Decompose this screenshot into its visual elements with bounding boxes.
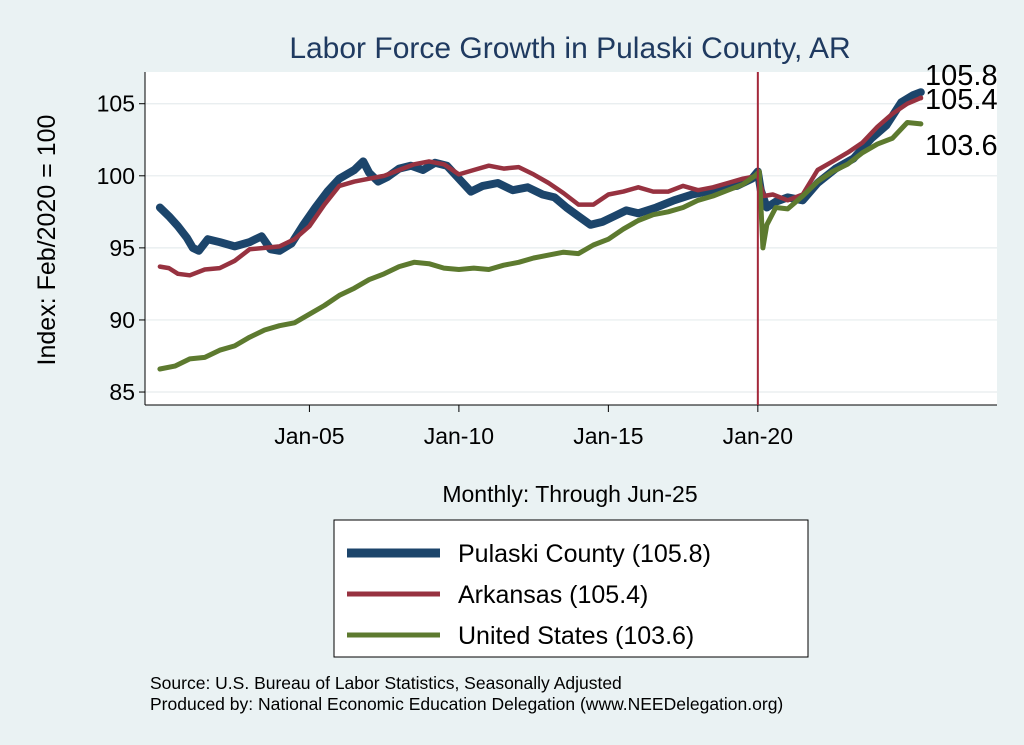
end-label: 105.4 xyxy=(925,84,998,116)
x-axis: Jan-05 Jan-10 Jan-15 Jan-20 xyxy=(145,404,997,449)
series-end-point xyxy=(918,95,924,101)
series-end-point xyxy=(918,89,924,95)
x-axis-note: Monthly: Through Jun-25 xyxy=(442,481,697,507)
y-axis-title: Index: Feb/2020 = 100 xyxy=(33,115,61,366)
x-tick-label: Jan-10 xyxy=(424,423,494,449)
end-label: 105.8 xyxy=(925,60,998,92)
source-notes: Source: U.S. Bureau of Labor Statistics,… xyxy=(150,673,783,714)
y-tick-label: 105 xyxy=(97,91,135,117)
chart-title: Labor Force Growth in Pulaski County, AR xyxy=(289,32,850,65)
y-axis: 85 90 95 100 105 xyxy=(97,72,146,405)
y-tick-label: 100 xyxy=(97,163,135,189)
legend-entries: Pulaski County (105.8) Arkansas (105.4) Un… xyxy=(347,540,711,650)
legend: Pulaski County (105.8) Arkansas (105.4) Un… xyxy=(333,519,809,658)
produced-by-line: Produced by: National Economic Education… xyxy=(150,694,783,714)
series-end-point xyxy=(918,121,924,127)
series-united-states xyxy=(157,120,924,372)
y-tick-label: 85 xyxy=(109,379,135,405)
y-tick-label: 95 xyxy=(109,235,135,261)
series-arkansas xyxy=(157,95,924,278)
source-line: Source: U.S. Bureau of Labor Statistics,… xyxy=(150,673,622,693)
y-tick-label: 90 xyxy=(109,307,135,333)
x-tick-label: Jan-05 xyxy=(274,423,344,449)
legend-label: Pulaski County (105.8) xyxy=(458,540,711,568)
end-label: 103.6 xyxy=(925,130,998,162)
x-tick-label: Jan-15 xyxy=(573,423,643,449)
plot-area xyxy=(145,72,997,405)
series-pulaski-county xyxy=(155,88,925,255)
legend-label: Arkansas (105.4) xyxy=(458,581,648,609)
series-lines xyxy=(155,88,925,372)
x-tick-label: Jan-20 xyxy=(723,423,793,449)
legend-label: United States (103.6) xyxy=(458,622,694,650)
